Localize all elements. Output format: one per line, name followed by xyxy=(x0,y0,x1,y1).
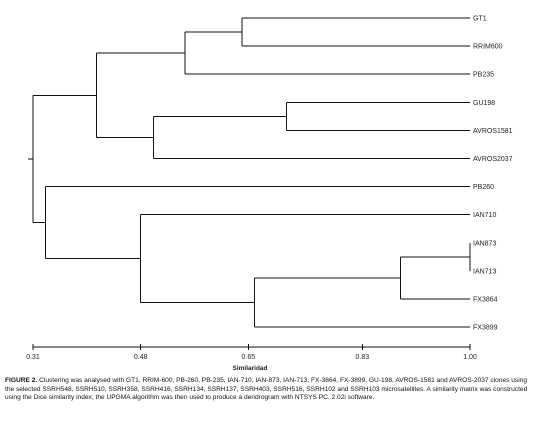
branch-m8 xyxy=(95,52,185,138)
leaf-labels: GT1 RRIM600 PB235 GU198 AVROS1581 AVROS2037 PB… xyxy=(473,16,513,332)
axis-ticks: 0.31 0.48 0.65 0.83 1.00 xyxy=(26,344,477,361)
dendrogram-plot: GT1 RRIM600 PB235 GU198 AVROS1581 AVROS2037 PB… xyxy=(26,16,513,373)
dendrogram-figure: GT1 RRIM600 PB235 GU198 AVROS1581 AVROS2037 PB… xyxy=(26,16,513,373)
branch-m9 xyxy=(140,214,470,304)
tick-label: 0.48 xyxy=(134,354,148,361)
branch-m2 xyxy=(241,17,470,47)
leaf-label: FX3899 xyxy=(473,325,498,332)
similarity-axis: 0.31 0.48 0.65 0.83 1.00 Similaridad xyxy=(26,344,477,372)
leaf-label: IAN713 xyxy=(473,268,496,275)
leaf-label: IAN873 xyxy=(473,240,496,247)
tick-label: 0.65 xyxy=(242,354,256,361)
branch-m6 xyxy=(152,115,470,159)
branch-m3 xyxy=(285,101,470,131)
branch-m5 xyxy=(184,31,470,75)
tick-label: 1.00 xyxy=(463,354,477,361)
axis-title: Similaridad xyxy=(232,365,267,372)
tick-label: 0.83 xyxy=(356,354,370,361)
leaf-label: IAN710 xyxy=(473,212,496,219)
leaf-label: PB260 xyxy=(473,184,494,191)
leaf-label: RRIM600 xyxy=(473,44,503,51)
caption-label: FIGURE 2. xyxy=(5,377,38,384)
dendrogram-branches xyxy=(28,17,471,328)
branch-m4 xyxy=(399,256,470,300)
leaf-label: AVROS1581 xyxy=(473,128,513,135)
figure-caption: FIGURE 2. Clustering was analysed with G… xyxy=(5,377,537,403)
leaf-label: FX3864 xyxy=(473,297,498,304)
leaf-label: AVROS2037 xyxy=(473,156,513,163)
branch-m7 xyxy=(254,277,470,328)
caption-text: Clustering was analysed with GT1, RRIM-6… xyxy=(5,377,528,402)
branch-m11 xyxy=(32,94,97,224)
leaf-label: PB235 xyxy=(473,72,494,79)
leaf-label: GU198 xyxy=(473,100,495,107)
tick-label: 0.31 xyxy=(26,354,40,361)
leaf-label: GT1 xyxy=(473,16,487,23)
branch-m10 xyxy=(45,186,470,260)
